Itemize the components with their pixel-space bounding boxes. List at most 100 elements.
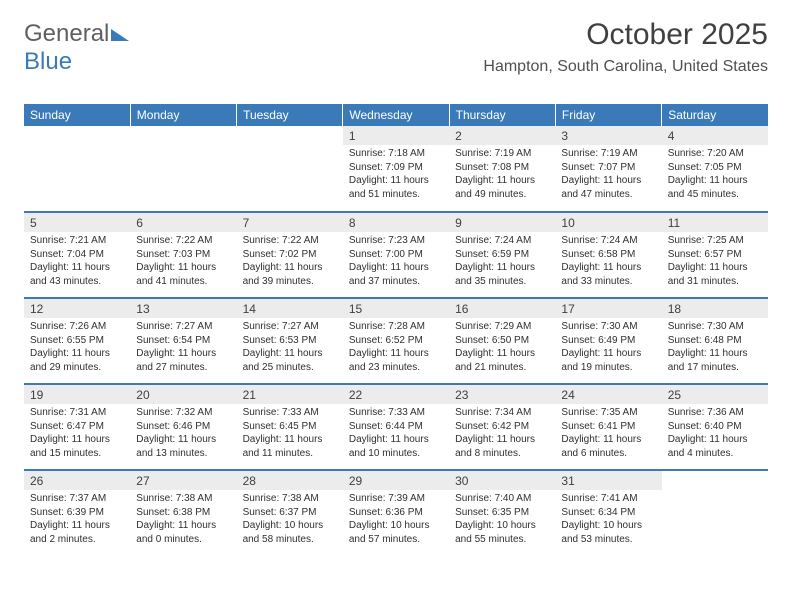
- day-details: Sunrise: 7:37 AMSunset: 6:39 PMDaylight:…: [24, 490, 130, 550]
- calendar-day-cell: 11Sunrise: 7:25 AMSunset: 6:57 PMDayligh…: [662, 212, 768, 298]
- day-number: 29: [343, 471, 449, 490]
- daylight-line: Daylight: 11 hours and 0 minutes.: [136, 519, 230, 546]
- sunrise-line: Sunrise: 7:30 AM: [561, 320, 655, 334]
- daylight-line: Daylight: 11 hours and 6 minutes.: [561, 433, 655, 460]
- daylight-line: Daylight: 11 hours and 10 minutes.: [349, 433, 443, 460]
- day-number: 7: [237, 213, 343, 232]
- daylight-line: Daylight: 11 hours and 4 minutes.: [668, 433, 762, 460]
- day-details: Sunrise: 7:36 AMSunset: 6:40 PMDaylight:…: [662, 404, 768, 464]
- sunrise-line: Sunrise: 7:37 AM: [30, 492, 124, 506]
- sunrise-line: Sunrise: 7:29 AM: [455, 320, 549, 334]
- sunrise-line: Sunrise: 7:38 AM: [243, 492, 337, 506]
- sunrise-line: Sunrise: 7:19 AM: [561, 147, 655, 161]
- day-details: Sunrise: 7:27 AMSunset: 6:53 PMDaylight:…: [237, 318, 343, 378]
- sunset-line: Sunset: 7:02 PM: [243, 248, 337, 262]
- daylight-line: Daylight: 11 hours and 37 minutes.: [349, 261, 443, 288]
- sunset-line: Sunset: 6:55 PM: [30, 334, 124, 348]
- calendar-day-cell: 17Sunrise: 7:30 AMSunset: 6:49 PMDayligh…: [555, 298, 661, 384]
- sunset-line: Sunset: 6:53 PM: [243, 334, 337, 348]
- calendar-day-cell: 27Sunrise: 7:38 AMSunset: 6:38 PMDayligh…: [130, 470, 236, 556]
- weekday-header: Saturday: [662, 104, 768, 126]
- logo-text-1: General: [24, 20, 109, 47]
- calendar-day-cell: 25Sunrise: 7:36 AMSunset: 6:40 PMDayligh…: [662, 384, 768, 470]
- sunset-line: Sunset: 6:50 PM: [455, 334, 549, 348]
- day-number: 22: [343, 385, 449, 404]
- day-details: Sunrise: 7:23 AMSunset: 7:00 PMDaylight:…: [343, 232, 449, 292]
- calendar-week-row: 1Sunrise: 7:18 AMSunset: 7:09 PMDaylight…: [24, 126, 768, 212]
- sunrise-line: Sunrise: 7:24 AM: [455, 234, 549, 248]
- sunset-line: Sunset: 6:34 PM: [561, 506, 655, 520]
- sunset-line: Sunset: 7:04 PM: [30, 248, 124, 262]
- day-number: 11: [662, 213, 768, 232]
- sunrise-line: Sunrise: 7:20 AM: [668, 147, 762, 161]
- day-number: 16: [449, 299, 555, 318]
- day-details: Sunrise: 7:24 AMSunset: 6:59 PMDaylight:…: [449, 232, 555, 292]
- day-number: 10: [555, 213, 661, 232]
- daylight-line: Daylight: 10 hours and 57 minutes.: [349, 519, 443, 546]
- sunset-line: Sunset: 6:58 PM: [561, 248, 655, 262]
- sunrise-line: Sunrise: 7:34 AM: [455, 406, 549, 420]
- day-details: Sunrise: 7:31 AMSunset: 6:47 PMDaylight:…: [24, 404, 130, 464]
- weekday-header: Tuesday: [237, 104, 343, 126]
- daylight-line: Daylight: 11 hours and 31 minutes.: [668, 261, 762, 288]
- daylight-line: Daylight: 11 hours and 45 minutes.: [668, 174, 762, 201]
- day-details: Sunrise: 7:19 AMSunset: 7:08 PMDaylight:…: [449, 145, 555, 205]
- calendar-day-cell: 14Sunrise: 7:27 AMSunset: 6:53 PMDayligh…: [237, 298, 343, 384]
- sunset-line: Sunset: 6:52 PM: [349, 334, 443, 348]
- day-details: Sunrise: 7:30 AMSunset: 6:49 PMDaylight:…: [555, 318, 661, 378]
- calendar-day-cell: 3Sunrise: 7:19 AMSunset: 7:07 PMDaylight…: [555, 126, 661, 212]
- day-details: Sunrise: 7:33 AMSunset: 6:45 PMDaylight:…: [237, 404, 343, 464]
- calendar-day-cell: 12Sunrise: 7:26 AMSunset: 6:55 PMDayligh…: [24, 298, 130, 384]
- day-details: Sunrise: 7:26 AMSunset: 6:55 PMDaylight:…: [24, 318, 130, 378]
- sunset-line: Sunset: 6:37 PM: [243, 506, 337, 520]
- daylight-line: Daylight: 11 hours and 8 minutes.: [455, 433, 549, 460]
- daylight-line: Daylight: 11 hours and 15 minutes.: [30, 433, 124, 460]
- calendar-day-cell: 22Sunrise: 7:33 AMSunset: 6:44 PMDayligh…: [343, 384, 449, 470]
- sunset-line: Sunset: 7:00 PM: [349, 248, 443, 262]
- day-number: 23: [449, 385, 555, 404]
- daylight-line: Daylight: 11 hours and 11 minutes.: [243, 433, 337, 460]
- day-details: Sunrise: 7:38 AMSunset: 6:38 PMDaylight:…: [130, 490, 236, 550]
- day-number: 27: [130, 471, 236, 490]
- sunset-line: Sunset: 6:47 PM: [30, 420, 124, 434]
- calendar-day-cell: [130, 126, 236, 212]
- sunrise-line: Sunrise: 7:23 AM: [349, 234, 443, 248]
- calendar-day-cell: 21Sunrise: 7:33 AMSunset: 6:45 PMDayligh…: [237, 384, 343, 470]
- calendar-day-cell: 15Sunrise: 7:28 AMSunset: 6:52 PMDayligh…: [343, 298, 449, 384]
- sunrise-line: Sunrise: 7:22 AM: [136, 234, 230, 248]
- calendar-day-cell: [662, 470, 768, 556]
- calendar-day-cell: 19Sunrise: 7:31 AMSunset: 6:47 PMDayligh…: [24, 384, 130, 470]
- sunrise-line: Sunrise: 7:41 AM: [561, 492, 655, 506]
- logo-text-2: Blue: [24, 48, 72, 75]
- calendar-table: Sunday Monday Tuesday Wednesday Thursday…: [24, 104, 768, 556]
- weekday-header: Monday: [130, 104, 236, 126]
- sunset-line: Sunset: 7:03 PM: [136, 248, 230, 262]
- calendar-day-cell: 23Sunrise: 7:34 AMSunset: 6:42 PMDayligh…: [449, 384, 555, 470]
- sunrise-line: Sunrise: 7:40 AM: [455, 492, 549, 506]
- sunrise-line: Sunrise: 7:33 AM: [243, 406, 337, 420]
- sunset-line: Sunset: 7:07 PM: [561, 161, 655, 175]
- day-details: Sunrise: 7:28 AMSunset: 6:52 PMDaylight:…: [343, 318, 449, 378]
- sunset-line: Sunset: 6:46 PM: [136, 420, 230, 434]
- weekday-header: Friday: [555, 104, 661, 126]
- day-number: 9: [449, 213, 555, 232]
- calendar-day-cell: 9Sunrise: 7:24 AMSunset: 6:59 PMDaylight…: [449, 212, 555, 298]
- daylight-line: Daylight: 10 hours and 58 minutes.: [243, 519, 337, 546]
- sunset-line: Sunset: 6:48 PM: [668, 334, 762, 348]
- empty-day: [130, 126, 236, 145]
- sunrise-line: Sunrise: 7:27 AM: [136, 320, 230, 334]
- calendar-week-row: 12Sunrise: 7:26 AMSunset: 6:55 PMDayligh…: [24, 298, 768, 384]
- sunset-line: Sunset: 6:45 PM: [243, 420, 337, 434]
- day-number: 13: [130, 299, 236, 318]
- daylight-line: Daylight: 10 hours and 53 minutes.: [561, 519, 655, 546]
- daylight-line: Daylight: 11 hours and 2 minutes.: [30, 519, 124, 546]
- weekday-header: Wednesday: [343, 104, 449, 126]
- sunrise-line: Sunrise: 7:24 AM: [561, 234, 655, 248]
- daylight-line: Daylight: 11 hours and 27 minutes.: [136, 347, 230, 374]
- logo-triangle-icon: [111, 29, 129, 41]
- daylight-line: Daylight: 11 hours and 25 minutes.: [243, 347, 337, 374]
- calendar-week-row: 19Sunrise: 7:31 AMSunset: 6:47 PMDayligh…: [24, 384, 768, 470]
- calendar-day-cell: 10 Sunrise: 7:24 AMSunset: 6:58 PMDayligh…: [555, 212, 661, 298]
- day-number: 1: [343, 126, 449, 145]
- daylight-line: Daylight: 11 hours and 33 minutes.: [561, 261, 655, 288]
